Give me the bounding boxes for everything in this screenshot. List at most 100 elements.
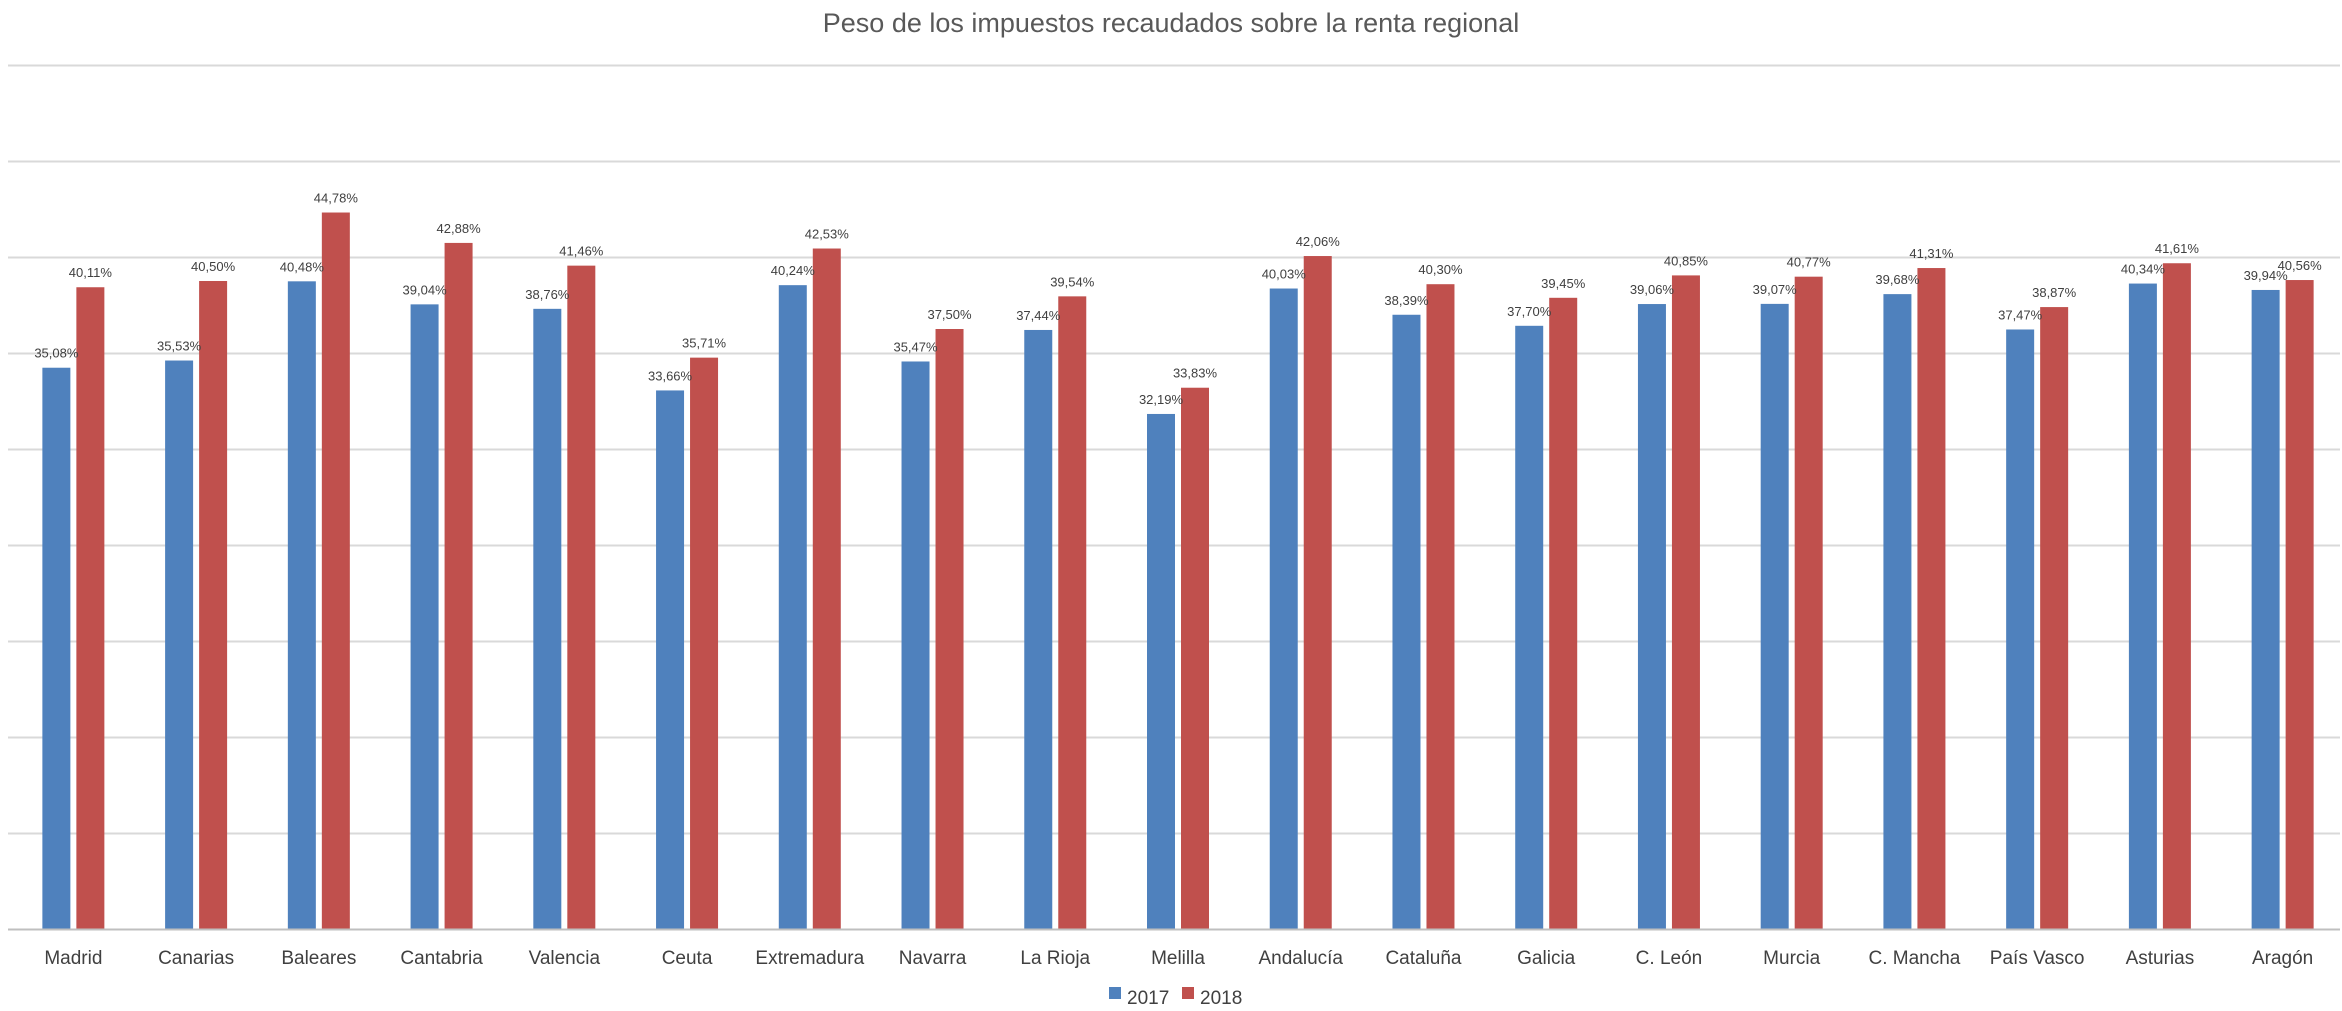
data-label-2018-5: 35,71%	[682, 336, 727, 351]
data-label-2018-0: 40,11%	[69, 265, 113, 280]
data-label-2017-18: 39,94%	[2244, 268, 2289, 283]
data-label-2018-3: 42,88%	[437, 221, 482, 236]
x-tick-label: Aragón	[2252, 948, 2313, 969]
bar-2018-3	[444, 242, 473, 930]
data-label-2018-13: 40,85%	[1664, 253, 1709, 268]
data-label-2017-14: 39,07%	[1753, 282, 1798, 297]
data-label-2018-18: 40,56%	[2278, 258, 2323, 273]
bar-2018-14	[1794, 276, 1823, 929]
x-tick-label: País Vasco	[1990, 948, 2085, 969]
data-label-2018-15: 41,31%	[1909, 246, 1954, 261]
data-label-2018-12: 39,45%	[1541, 276, 1586, 291]
legend-label-2017: 2017	[1127, 988, 1169, 1009]
data-label-2017-2: 40,48%	[280, 259, 325, 274]
data-label-2017-7: 35,47%	[893, 339, 938, 354]
x-tick-label: Navarra	[899, 948, 967, 969]
data-label-2017-15: 39,68%	[1875, 272, 1920, 287]
x-tick-label: Extremadura	[755, 948, 864, 969]
bar-2017-12	[1515, 325, 1544, 929]
bar-2018-18	[2285, 280, 2314, 929]
bar-2017-7	[901, 361, 930, 930]
data-label-2017-3: 39,04%	[403, 282, 448, 297]
x-tick-label: C. León	[1636, 948, 1703, 969]
bar-2017-8	[1024, 329, 1053, 930]
legend: 2017 2018	[1109, 987, 1242, 1009]
x-tick-label: La Rioja	[1020, 948, 1090, 969]
data-label-2018-10: 42,06%	[1296, 234, 1341, 249]
bar-2018-10	[1303, 256, 1332, 929]
bar-2018-7	[935, 329, 964, 929]
data-label-2018-1: 40,50%	[191, 259, 236, 274]
bar-2018-1	[199, 281, 228, 929]
bar-2017-1	[165, 360, 194, 929]
bar-2018-0	[76, 287, 105, 929]
data-label-2018-6: 42,53%	[805, 227, 850, 242]
x-axis: Madrid Canarias Baleares Cantabria Valencia C…	[8, 928, 2340, 969]
bar-2018-9	[1181, 387, 1209, 930]
bar-2018-5	[690, 357, 719, 929]
data-label-2018-2: 44,78%	[314, 191, 359, 206]
bar-2017-17	[2128, 283, 2157, 929]
bar-2018-2	[321, 212, 350, 929]
bar-2018-15	[1917, 268, 1946, 929]
data-label-2018-8: 39,54%	[1050, 274, 1095, 289]
data-label-2018-17: 41,61%	[2155, 241, 2200, 256]
chart-title: Peso de los impuestos recaudados sobre l…	[822, 8, 1520, 38]
bar-2017-13	[1637, 304, 1666, 929]
bar-2017-11	[1392, 314, 1421, 929]
bar-2017-10	[1269, 288, 1298, 929]
data-label-2017-5: 33,66%	[648, 368, 693, 383]
bar-2017-2	[287, 281, 316, 929]
data-labels: 35,08% 40,11% 35,53% 40,50% 40,48% 44,78% 39,0…	[34, 191, 2322, 407]
data-label-2018-4: 41,46%	[559, 244, 604, 259]
x-tick-label: C. Mancha	[1868, 948, 1960, 969]
bar-2018-4	[567, 265, 596, 929]
x-tick-label: Madrid	[44, 948, 102, 969]
bar-2017-6	[778, 285, 807, 929]
x-tick-label: Asturias	[2126, 948, 2195, 969]
legend-swatch-2018	[1182, 987, 1194, 999]
x-tick-label: Canarias	[158, 948, 234, 969]
data-label-2017-4: 38,76%	[525, 287, 570, 302]
data-label-2017-10: 40,03%	[1262, 267, 1307, 282]
bar-2018-6	[812, 248, 841, 929]
bars	[42, 212, 2314, 930]
data-label-2017-13: 39,06%	[1630, 282, 1675, 297]
data-label-2017-12: 37,70%	[1507, 304, 1552, 319]
x-tick-label: Baleares	[281, 948, 356, 969]
data-label-2017-17: 40,34%	[2121, 262, 2166, 277]
bar-2017-5	[656, 390, 685, 929]
bar-2018-17	[2162, 263, 2191, 929]
bar-2017-3	[410, 304, 439, 929]
data-label-2017-11: 38,39%	[1384, 293, 1429, 308]
data-label-2018-7: 37,50%	[927, 307, 972, 322]
x-tick-label: Melilla	[1151, 948, 1205, 969]
bar-2018-11	[1426, 284, 1455, 929]
x-tick-label: Ceuta	[662, 948, 713, 969]
bar-2017-9	[1147, 413, 1175, 930]
data-label-2017-1: 35,53%	[157, 339, 202, 354]
data-label-2017-16: 37,47%	[1998, 307, 2043, 322]
legend-swatch-2017	[1109, 987, 1121, 999]
data-label-2018-9: 33,83%	[1173, 366, 1218, 381]
x-tick-label: Cataluña	[1385, 948, 1461, 969]
bar-2017-0	[42, 367, 71, 930]
data-label-2018-14: 40,77%	[1787, 255, 1832, 270]
x-tick-label: Andalucía	[1258, 948, 1343, 969]
bar-2017-18	[2251, 289, 2280, 930]
bar-2018-16	[2040, 307, 2069, 930]
data-label-2017-6: 40,24%	[771, 263, 816, 278]
x-tick-label: Valencia	[529, 948, 601, 969]
bar-2017-16	[2006, 329, 2035, 930]
x-tick-label: Galicia	[1517, 948, 1576, 969]
x-tick-label: Murcia	[1763, 948, 1820, 969]
data-label-2018-11: 40,30%	[1418, 262, 1463, 277]
bar-2017-4	[533, 308, 562, 930]
bar-2017-15	[1883, 294, 1912, 929]
data-label-2018-16: 38,87%	[2032, 285, 2077, 300]
data-label-2017-0: 35,08%	[34, 346, 79, 361]
bar-2017-14	[1760, 303, 1789, 929]
bar-2018-8	[1058, 296, 1087, 929]
data-label-2017-9: 32,19%	[1139, 392, 1184, 407]
